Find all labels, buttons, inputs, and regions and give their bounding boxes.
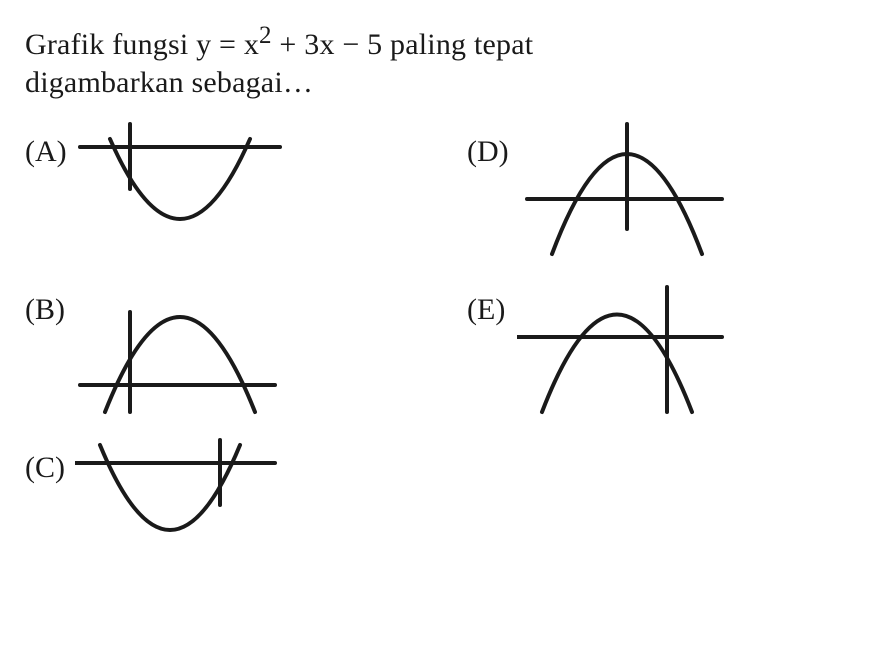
option-a-graph — [75, 119, 285, 259]
option-b-graph — [75, 277, 285, 417]
option-e-label: (E) — [467, 277, 511, 325]
option-c-graph — [75, 435, 285, 575]
option-d: (D) — [467, 119, 869, 259]
option-d-graph — [517, 119, 727, 259]
option-b: (B) — [25, 277, 427, 417]
option-c: (C) — [25, 435, 427, 575]
question-text: Grafik fungsi y = x2 + 3x − 5 paling tep… — [25, 20, 869, 101]
options-grid: (A) (D) (B) (E) (C) — [25, 119, 869, 575]
question-exponent: 2 — [259, 22, 272, 49]
question-line1b: + 3x − 5 paling tepat — [272, 28, 534, 61]
question-line2: digambarkan sebagai… — [25, 66, 313, 99]
question-line1a: Grafik fungsi y = x — [25, 28, 259, 61]
option-d-label: (D) — [467, 119, 511, 167]
option-b-label: (B) — [25, 277, 69, 325]
parabola-curve — [105, 317, 255, 412]
option-e: (E) — [467, 277, 869, 417]
option-a: (A) — [25, 119, 427, 259]
option-e-graph — [517, 277, 727, 417]
option-c-label: (C) — [25, 435, 69, 483]
parabola-curve — [542, 315, 692, 413]
option-a-label: (A) — [25, 119, 69, 167]
